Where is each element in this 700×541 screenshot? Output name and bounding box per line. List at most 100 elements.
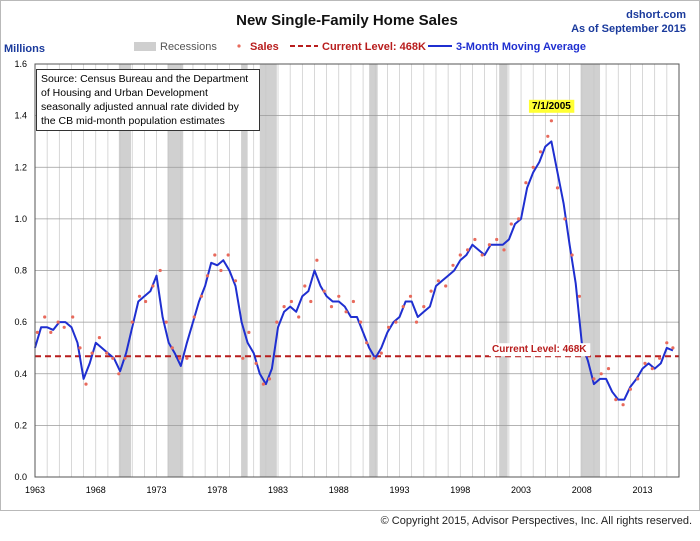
sales-point-49 — [372, 356, 376, 360]
sales-point-52 — [394, 320, 398, 324]
peak-label-bg — [528, 99, 575, 113]
sales-point-82 — [606, 367, 611, 371]
sales-point-74 — [549, 119, 554, 123]
sales-point-70 — [524, 181, 528, 185]
sales-point-15 — [137, 294, 142, 298]
source-line-4: the CB mid-month population estimates — [41, 115, 225, 127]
sales-point-40 — [309, 299, 313, 304]
sales-point-55 — [414, 320, 419, 324]
moving-average-line — [34, 140, 674, 401]
sales-point-22 — [185, 356, 189, 360]
sales-point-59 — [444, 284, 448, 288]
y-tick-label-0.2: 0.2 — [14, 420, 27, 430]
sales-point-33 — [261, 382, 265, 386]
sales-point-51 — [387, 325, 391, 329]
sales-point-19 — [164, 320, 168, 324]
legend-recession-swatch — [134, 42, 156, 51]
peak-label: 7/1/2005 — [532, 101, 571, 112]
sales-point-86 — [636, 377, 640, 381]
y-tick-label-0.0: 0.0 — [14, 472, 27, 482]
sales-point-54 — [408, 294, 413, 298]
sales-point-48 — [365, 341, 369, 345]
source-line-3: seasonally adjusted annual rate divided … — [41, 101, 239, 113]
sales-point-34 — [267, 377, 272, 381]
sales-point-64 — [480, 253, 484, 257]
x-tick-label-1968: 1968 — [86, 485, 106, 495]
sales-point-27 — [219, 268, 223, 273]
sales-point-85 — [628, 387, 633, 391]
sales-point-11 — [111, 356, 115, 360]
sales-point-63 — [473, 237, 477, 242]
sales-point-14 — [130, 320, 134, 324]
sales-point-3 — [56, 320, 60, 324]
sales-point-32 — [254, 361, 258, 365]
y-tick-label-1.2: 1.2 — [14, 162, 27, 172]
plot-border — [34, 63, 680, 478]
sales-point-61 — [458, 253, 462, 257]
sales-point-42 — [322, 289, 326, 293]
sales-point-67 — [502, 248, 506, 252]
sales-point-45 — [344, 310, 348, 314]
legend-sales-label: Sales — [250, 41, 279, 53]
source-line-1: Source: Census Bureau and the Department — [41, 73, 249, 85]
sales-point-36 — [282, 305, 286, 309]
sales-point-21 — [178, 356, 182, 360]
sales-point-35 — [275, 320, 279, 324]
sales-point-13 — [123, 356, 127, 360]
x-tick-label-1998: 1998 — [450, 485, 470, 495]
sales-point-43 — [329, 305, 334, 309]
sales-point-20 — [170, 346, 174, 350]
sales-point-44 — [337, 294, 341, 298]
legend-recessions-label: Recessions — [160, 41, 217, 53]
sales-point-50 — [379, 351, 383, 355]
sales-point-12 — [117, 372, 121, 376]
x-tick-label-1978: 1978 — [207, 485, 227, 495]
sales-point-46 — [351, 299, 355, 304]
sales-point-8 — [90, 351, 94, 355]
site-label: dshort.com — [626, 9, 686, 21]
x-tick-label-2013: 2013 — [633, 485, 653, 495]
sales-point-73 — [546, 134, 550, 138]
sales-point-66 — [495, 237, 499, 242]
x-tick-label-1983: 1983 — [268, 485, 288, 495]
sales-point-24 — [199, 294, 204, 298]
sales-point-81 — [599, 372, 603, 376]
sales-point-60 — [451, 263, 455, 267]
sales-point-6 — [78, 346, 82, 350]
x-tick-label-1973: 1973 — [146, 485, 166, 495]
chart-title: New Single-Family Home Sales — [236, 12, 458, 29]
sales-point-89 — [658, 356, 662, 360]
current-level-label-bg — [489, 343, 591, 357]
source-note: Source: Census Bureau and the Department… — [36, 69, 260, 131]
x-tick-label-1988: 1988 — [329, 485, 349, 495]
sales-point-80 — [592, 377, 596, 381]
source-line-2: of Housing and Urban Development — [41, 87, 208, 99]
sales-point-41 — [315, 258, 319, 262]
x-tick-label-2003: 2003 — [511, 485, 531, 495]
y-tick-label-1.0: 1.0 — [14, 214, 27, 224]
sales-point-0 — [35, 330, 40, 334]
sales-point-2 — [49, 330, 53, 334]
y-tick-label-0.8: 0.8 — [14, 266, 27, 276]
sales-point-25 — [205, 274, 210, 278]
y-tick-label-1.4: 1.4 — [14, 111, 27, 121]
legend-current-level-label: Current Level: 468K — [322, 41, 426, 53]
sales-point-16 — [144, 299, 148, 304]
sales-point-69 — [517, 217, 521, 221]
sales-point-72 — [538, 150, 543, 154]
sales-point-9 — [97, 336, 101, 340]
y-tick-label-0.4: 0.4 — [14, 369, 27, 379]
sales-point-57 — [429, 289, 433, 293]
sales-point-56 — [422, 305, 426, 309]
x-tick-label-1963: 1963 — [25, 485, 45, 495]
sales-point-7 — [84, 382, 88, 386]
sales-point-71 — [531, 165, 535, 169]
sales-point-29 — [233, 279, 238, 283]
y-tick-label-1.6: 1.6 — [14, 59, 27, 69]
sales-point-10 — [105, 351, 109, 355]
sales-point-76 — [563, 217, 567, 221]
sales-point-39 — [303, 284, 307, 288]
sales-point-30 — [241, 356, 245, 360]
sales-point-53 — [401, 305, 405, 309]
